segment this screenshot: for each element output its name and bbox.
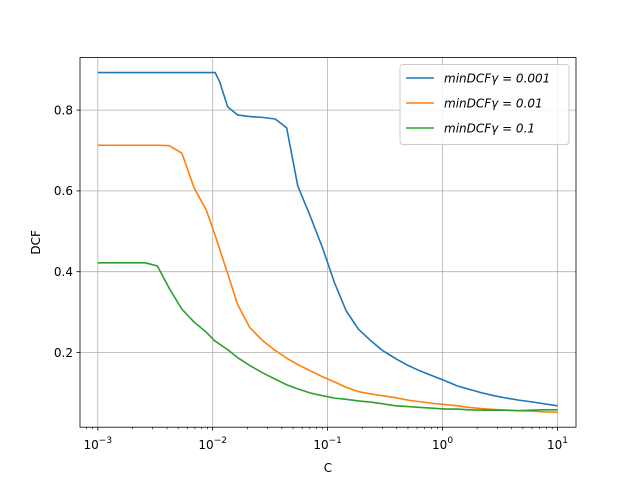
series-line-2 bbox=[97, 144, 558, 414]
x-tick-label: 100 bbox=[432, 436, 453, 452]
legend-label-2: minDCFγ = 0.01 bbox=[444, 96, 543, 110]
x-axis: 10−3 10−2 10−1 100 101 bbox=[84, 427, 568, 452]
legend-label-3: minDCFγ = 0.1 bbox=[444, 121, 535, 135]
legend: minDCFγ = 0.001 minDCFγ = 0.01 minDCFγ = 0… bbox=[399, 64, 570, 145]
y-axis: 0.2 0.4 0.6 0.8 bbox=[54, 103, 80, 360]
series-layer bbox=[97, 71, 558, 414]
x-axis-label: C bbox=[324, 461, 332, 475]
x-tick-label: 10−3 bbox=[84, 436, 113, 452]
y-tick-label: 0.6 bbox=[54, 184, 73, 198]
x-tick-label: 10−1 bbox=[313, 436, 342, 452]
y-tick-label: 0.8 bbox=[54, 103, 73, 117]
series-line-1 bbox=[97, 71, 558, 407]
x-tick-label: 101 bbox=[547, 436, 568, 452]
x-tick-label: 10−2 bbox=[198, 436, 227, 452]
series-line-3 bbox=[97, 261, 558, 412]
legend-box bbox=[399, 64, 570, 145]
legend-label-1: minDCFγ = 0.001 bbox=[444, 71, 550, 85]
y-axis-label: DCF bbox=[29, 230, 43, 255]
y-tick-label: 0.2 bbox=[54, 346, 73, 360]
y-tick-label: 0.4 bbox=[54, 265, 73, 279]
